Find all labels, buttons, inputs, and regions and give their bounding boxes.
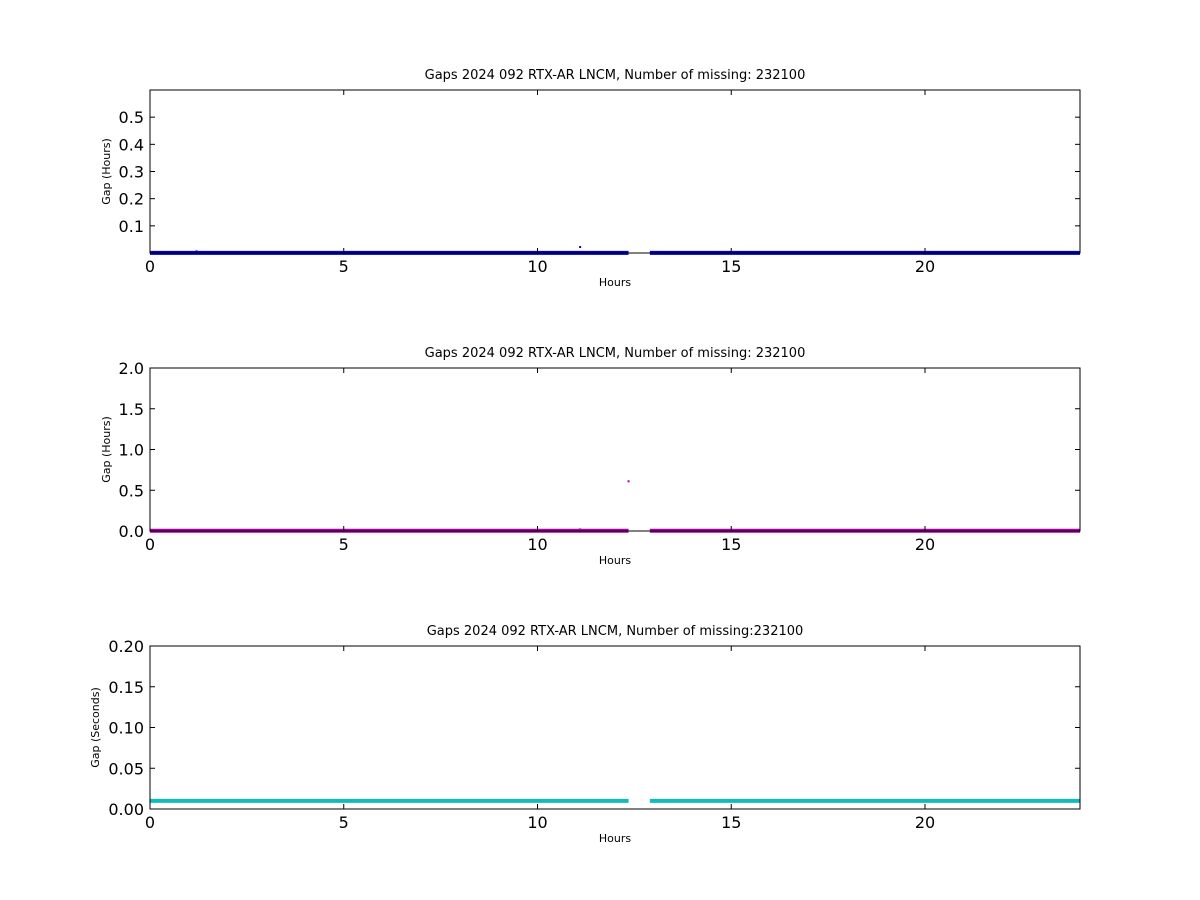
x-axis-label: Hours bbox=[599, 554, 631, 567]
x-tick-label: 5 bbox=[339, 257, 349, 276]
subplot-1: Gaps 2024 092 RTX-AR LNCM, Number of mis… bbox=[100, 68, 1081, 289]
chart-title: Gaps 2024 092 RTX-AR LNCM, Number of mis… bbox=[425, 346, 806, 361]
y-tick-label: 0.4 bbox=[119, 135, 144, 154]
y-tick-label: 0.0 bbox=[119, 522, 144, 541]
x-tick-label: 20 bbox=[915, 257, 935, 276]
y-axis-label: Gap (Hours) bbox=[100, 138, 113, 205]
y-tick-label: 2.0 bbox=[119, 359, 144, 378]
axes-frame bbox=[149, 367, 1081, 532]
y-tick-label: 0.3 bbox=[119, 163, 144, 182]
y-tick-label: 0.00 bbox=[108, 800, 144, 819]
x-tick-label: 0 bbox=[145, 813, 155, 832]
x-axis-label: Hours bbox=[599, 832, 631, 845]
x-tick-label: 15 bbox=[721, 535, 741, 554]
y-tick-label: 0.5 bbox=[119, 481, 144, 500]
data-point-1 bbox=[627, 480, 630, 483]
x-axis-label: Hours bbox=[599, 276, 631, 289]
y-tick-label: 1.5 bbox=[119, 400, 144, 419]
y-tick-label: 0.2 bbox=[119, 190, 144, 209]
x-tick-label: 15 bbox=[721, 813, 741, 832]
y-axis-label: Gap (Seconds) bbox=[89, 687, 102, 768]
y-tick-label: 0.05 bbox=[108, 759, 144, 778]
y-tick-label: 1.0 bbox=[119, 441, 144, 460]
subplot-2: Gaps 2024 092 RTX-AR LNCM, Number of mis… bbox=[100, 346, 1081, 567]
y-tick-label: 0.1 bbox=[119, 217, 144, 236]
x-tick-label: 5 bbox=[339, 535, 349, 554]
x-tick-label: 10 bbox=[527, 257, 547, 276]
x-tick-label: 15 bbox=[721, 257, 741, 276]
x-tick-label: 5 bbox=[339, 813, 349, 832]
x-tick-label: 20 bbox=[915, 535, 935, 554]
y-tick-label: 0.20 bbox=[108, 637, 144, 656]
y-axis-label: Gap (Hours) bbox=[100, 416, 113, 483]
x-tick-label: 10 bbox=[527, 535, 547, 554]
x-tick-label: 0 bbox=[145, 535, 155, 554]
y-tick-label: 0.10 bbox=[108, 719, 144, 738]
data-point-1 bbox=[195, 250, 198, 253]
axes-frame bbox=[149, 89, 1081, 254]
x-tick-label: 10 bbox=[527, 813, 547, 832]
x-tick-label: 0 bbox=[145, 257, 155, 276]
y-tick-label: 0.15 bbox=[108, 678, 144, 697]
y-tick-label: 0.5 bbox=[119, 108, 144, 127]
data-point-2 bbox=[579, 246, 582, 249]
chart-title: Gaps 2024 092 RTX-AR LNCM, Number of mis… bbox=[425, 68, 806, 83]
chart-title: Gaps 2024 092 RTX-AR LNCM, Number of mis… bbox=[427, 624, 804, 639]
x-tick-label: 20 bbox=[915, 813, 935, 832]
axes-frame bbox=[149, 645, 1081, 810]
data-point-2 bbox=[579, 528, 582, 531]
subplot-3: Gaps 2024 092 RTX-AR LNCM, Number of mis… bbox=[89, 624, 1081, 845]
